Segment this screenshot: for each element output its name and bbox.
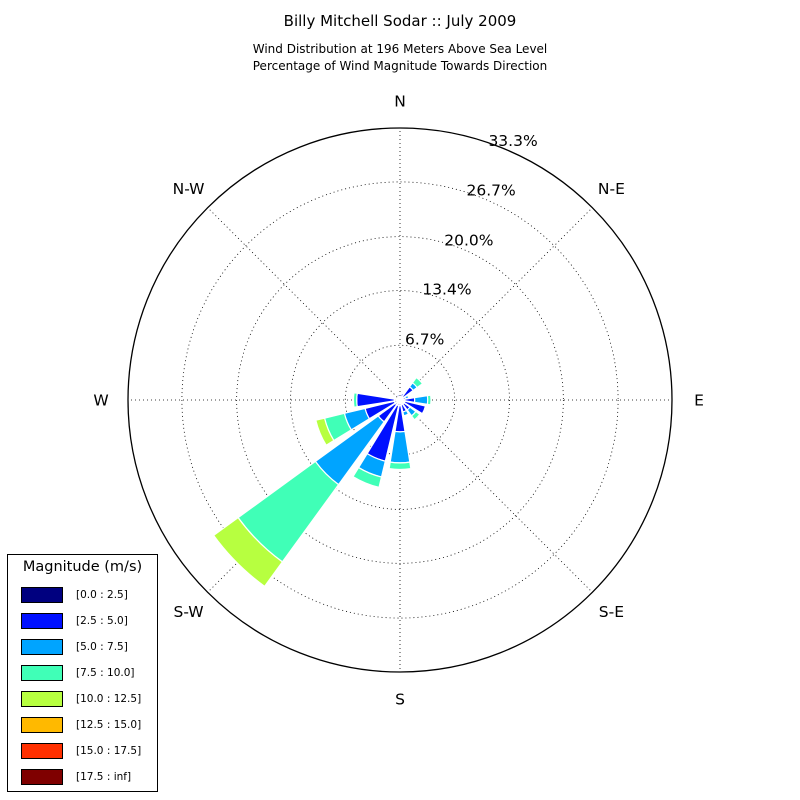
legend-swatch (21, 665, 63, 681)
wind-wedge (404, 394, 410, 400)
legend-label: [5.0 : 7.5] (76, 641, 128, 653)
direction-label: N-E (598, 180, 625, 198)
direction-label: N-W (173, 180, 205, 198)
chart-title: Billy Mitchell Sodar :: July 2009 (283, 12, 517, 30)
chart-subtitle-line-1: Wind Distribution at 196 Meters Above Se… (252, 42, 548, 56)
legend-label: [17.5 : inf] (76, 771, 132, 783)
chart-subtitle-line-2: Percentage of Wind Magnitude Towards Dir… (252, 59, 548, 73)
legend-label: [10.0 : 12.5] (76, 693, 142, 705)
circular-gridline (236, 236, 564, 564)
circular-gridline (344, 344, 456, 456)
direction-label: S (395, 691, 405, 709)
wind-wedge (352, 392, 358, 408)
direction-label: S-W (174, 603, 204, 621)
wind-wedge (413, 394, 429, 406)
legend-label: [7.5 : 10.0] (76, 667, 135, 679)
legend-title: Magnitude (m/s) (22, 559, 143, 575)
wind-wedge (352, 466, 383, 489)
radial-tick-label: 26.7% (467, 181, 516, 199)
radial-tick-label: 33.3% (488, 132, 537, 150)
direction-label: E (694, 392, 704, 410)
legend-label: [2.5 : 5.0] (76, 615, 128, 627)
legend-swatch (21, 587, 63, 603)
outer-circle (127, 127, 673, 673)
legend-swatch (21, 743, 63, 759)
wind-wedge (403, 400, 427, 415)
radial-tick-label: 13.4% (422, 281, 471, 299)
wind-wedge (389, 430, 411, 464)
wind-wedge (402, 409, 410, 417)
legend-label: [15.0 : 17.5] (76, 745, 142, 757)
wind-wedge (212, 516, 284, 588)
radial-gridline (207, 207, 401, 401)
wind-wedge (396, 393, 400, 399)
legend-label: [0.0 : 2.5] (76, 589, 128, 601)
direction-label: S-E (599, 603, 624, 621)
legend-swatch (21, 639, 63, 655)
radial-gridline (399, 207, 593, 401)
legend-swatch (21, 691, 63, 707)
radial-tick-label: 6.7% (405, 331, 444, 349)
legend-label: [12.5 : 15.0] (76, 719, 142, 731)
legend-swatch (21, 769, 63, 785)
wind-wedge (388, 461, 412, 471)
circular-gridline (181, 181, 619, 619)
radial-gridline (399, 399, 593, 593)
radial-tick-label: 20.0% (444, 231, 493, 249)
direction-label: W (93, 392, 108, 410)
legend-swatch (21, 613, 63, 629)
legend-swatch (21, 717, 63, 733)
wind-wedge (315, 417, 335, 447)
wind-wedge (426, 394, 432, 406)
legend: Magnitude (m/s) [0.0 : 2.5] [2.5 : 5.0] … (7, 554, 158, 792)
wind-wedge (410, 410, 421, 421)
circular-gridline (290, 290, 510, 510)
direction-label: N (394, 93, 406, 111)
wind-wedge (411, 376, 424, 389)
